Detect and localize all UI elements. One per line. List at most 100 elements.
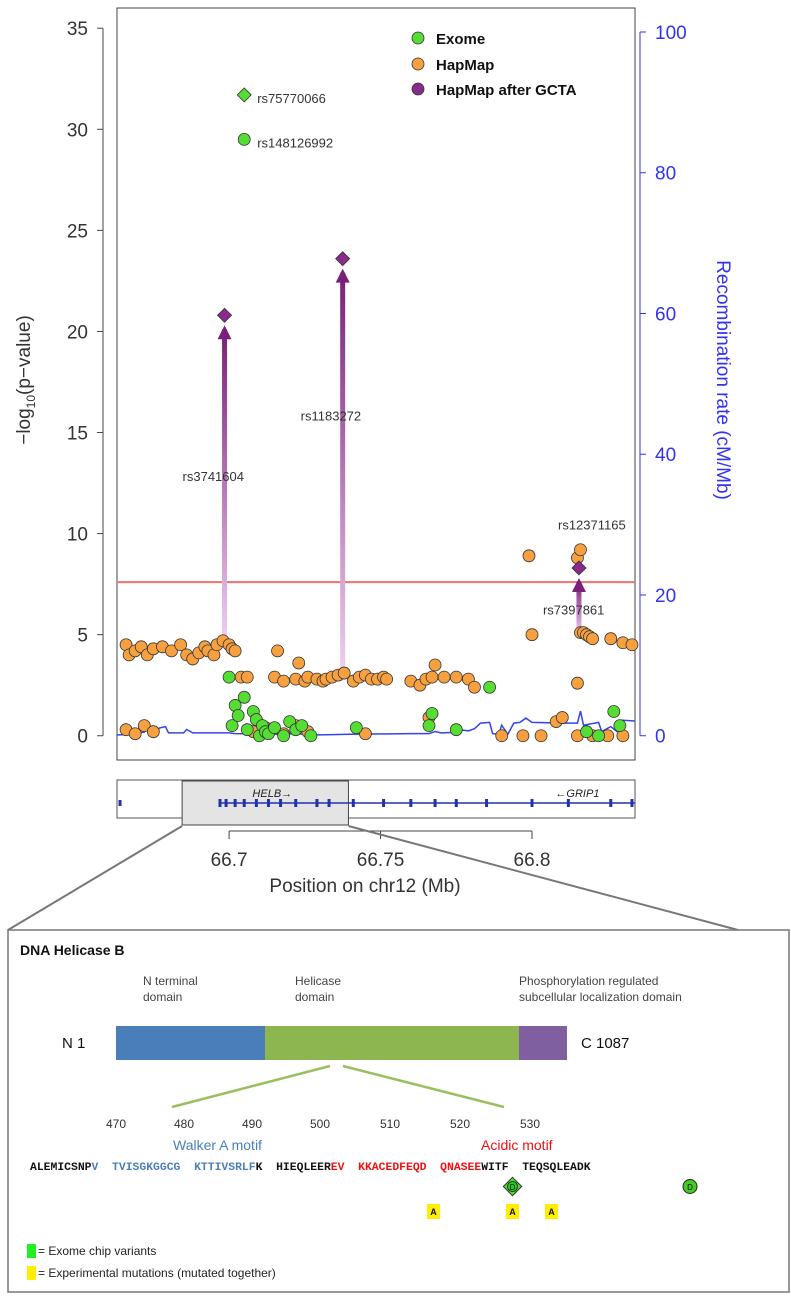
exon-mark <box>351 799 355 807</box>
hapmap-point <box>358 727 372 741</box>
labeled-snp-marker <box>236 87 252 103</box>
sequence-seg-5: WITF TEQSQLEADK <box>481 1162 591 1174</box>
y2-tick-label: 100 <box>655 23 687 44</box>
hapmap-point <box>586 632 599 646</box>
position-510: 510 <box>380 1117 400 1131</box>
protein-panel-frame <box>7 929 790 1293</box>
exon-mark <box>630 799 634 807</box>
position-530: 530 <box>520 1117 540 1131</box>
exon-mark <box>530 799 534 807</box>
hapmap-point <box>146 725 160 739</box>
y-axis-left: 0 5 10 15 20 25 30 35 <box>67 19 104 748</box>
exome-point <box>304 729 318 743</box>
exome-point <box>449 723 463 737</box>
exome-point <box>613 719 627 733</box>
y-tick-label: 35 <box>67 19 88 40</box>
gcta-point <box>216 307 233 323</box>
key-swatch-mutation <box>27 1266 36 1280</box>
exon-mark <box>266 799 270 807</box>
gcta-point <box>335 251 351 267</box>
hapmap-point <box>555 711 569 724</box>
hapmap-point <box>525 628 539 642</box>
exome-point <box>483 680 496 694</box>
y2-tick-label: 80 <box>655 164 676 185</box>
zoom-connector-left <box>7 825 183 931</box>
domain-bar-n-terminal <box>116 1026 265 1060</box>
c-terminus-label: C 1087 <box>581 1035 629 1052</box>
exon-mark <box>609 799 613 807</box>
mutation-marker-letter: A <box>548 1207 555 1217</box>
x-tick-label: 66.7 <box>211 850 248 871</box>
mutation-marker-box <box>427 1204 440 1219</box>
exome-point <box>607 705 621 718</box>
hapmap-point <box>337 666 351 680</box>
legend-marker-gcta <box>411 82 425 96</box>
gcta-arrows <box>217 268 586 676</box>
hapmap-point <box>625 638 639 652</box>
y-tick-label: 0 <box>77 727 88 748</box>
hapmap-point <box>228 644 242 658</box>
mutation-marker-letter: A <box>430 1207 437 1217</box>
hapmap-point <box>428 658 442 672</box>
exon-mark <box>485 799 489 807</box>
y2-axis-title: Recombination rate (cM/Mb) <box>712 260 733 500</box>
y-tick-label: 15 <box>67 424 88 445</box>
domain-label-n-terminal-2: domain <box>143 990 182 1004</box>
y-axis-title-sub: 10 <box>24 395 38 409</box>
y2-tick-label: 60 <box>655 304 676 325</box>
hapmap-point <box>425 670 439 684</box>
walker-a-motif-label: Walker A motif <box>173 1137 262 1153</box>
y-tick-label: 25 <box>67 221 88 242</box>
plot-frame <box>116 7 636 761</box>
exon-mark <box>566 799 570 807</box>
y2-tick-label: 20 <box>655 586 676 607</box>
hapmap-point <box>128 727 142 741</box>
exome-point <box>349 721 363 735</box>
mutation-marker-letter: A <box>509 1207 516 1217</box>
mutation-marker-2: A <box>506 1204 519 1219</box>
y-tick-label: 10 <box>67 525 88 546</box>
labeled-snp-text: rs75770066 <box>257 91 326 106</box>
domain-label-n-terminal-1: N terminal <box>143 974 198 988</box>
gcta-arrow-label: rs7397861 <box>543 602 604 617</box>
y-tick-label: 30 <box>67 120 88 141</box>
gcta-point <box>571 560 587 576</box>
variant-marker-circle <box>682 1179 698 1194</box>
exon-mark <box>315 799 319 807</box>
data-points <box>119 251 639 743</box>
protein-title: DNA Helicase B <box>20 942 125 958</box>
gene-label-grip1: ←GRIP1 <box>555 788 599 800</box>
exon-mark <box>218 799 222 807</box>
y-tick-label: 5 <box>77 626 88 647</box>
mutation-marker-box <box>545 1204 558 1219</box>
gcta-arrow-shaft <box>222 329 228 643</box>
n-terminus-label: N 1 <box>62 1035 85 1052</box>
hapmap-point <box>277 674 291 688</box>
hapmap-point <box>271 644 284 658</box>
domain-label-phospho-2: subcellular localization domain <box>519 990 682 1004</box>
mutation-marker-box <box>506 1204 519 1219</box>
acidic-motif-label: Acidic motif <box>481 1137 553 1153</box>
exome-point <box>240 723 254 737</box>
exon-mark <box>433 799 437 807</box>
sequence-seg-2: V TVISGKGGCG KTTIVSRLF <box>92 1162 256 1174</box>
hapmap-point <box>571 676 584 690</box>
exon-marks <box>118 799 634 807</box>
exon-mark <box>382 799 386 807</box>
variant-marker-letter: D <box>510 1183 516 1192</box>
legend-marker-exome <box>411 31 425 45</box>
hapmap-point <box>516 729 530 743</box>
exon-mark <box>279 799 283 807</box>
labeled-snp-marker <box>237 132 251 146</box>
exon-mark <box>327 799 331 807</box>
variant-marker-1: D <box>502 1176 523 1197</box>
exome-point <box>268 721 281 735</box>
gcta-arrow-head <box>571 577 586 592</box>
gcta-arrow-label: rs12371165 <box>558 518 626 533</box>
position-490: 490 <box>242 1117 262 1131</box>
exon-mark <box>242 799 246 807</box>
x-axis-title: Position on chr12 (Mb) <box>269 876 460 897</box>
legend-marker-hapmap <box>411 57 425 71</box>
